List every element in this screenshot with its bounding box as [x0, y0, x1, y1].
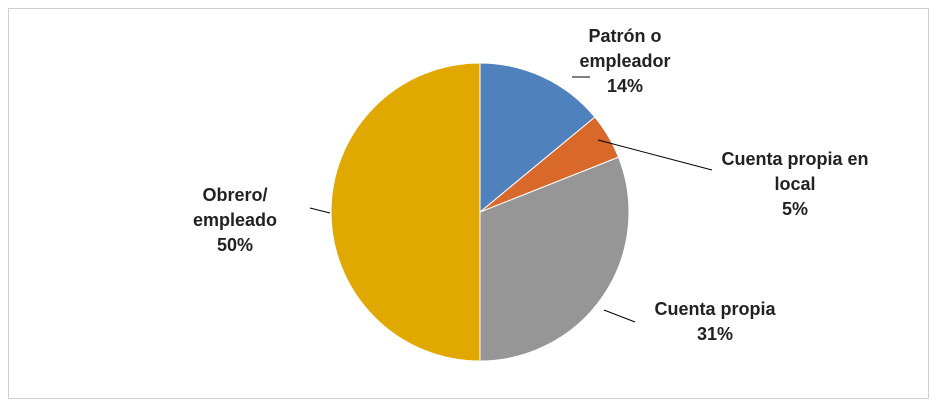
pie-slice	[479, 62, 596, 214]
category-label: Obrero/ empleado	[192, 185, 278, 230]
pie-slice	[479, 156, 630, 362]
value-label: 31%	[696, 324, 734, 344]
leader-line	[309, 207, 331, 214]
slice-label: Cuenta propia 31%	[610, 297, 820, 347]
category-label: Cuenta propia en local	[721, 149, 869, 194]
slice-label: Cuenta propia en local 5%	[705, 147, 885, 222]
chart-frame	[8, 8, 929, 399]
slice-label: Obrero/ empleado 50%	[180, 183, 290, 258]
value-label: 14%	[606, 76, 644, 96]
category-label: Cuenta propia	[654, 299, 776, 319]
leader-line	[603, 309, 636, 323]
leader-line	[597, 139, 713, 171]
value-label: 50%	[216, 235, 254, 255]
category-label: Patrón o empleador	[579, 26, 671, 71]
value-label: 5%	[781, 199, 808, 219]
pie-slice	[330, 62, 481, 362]
slice-label: Patrón o empleador 14%	[570, 24, 680, 99]
